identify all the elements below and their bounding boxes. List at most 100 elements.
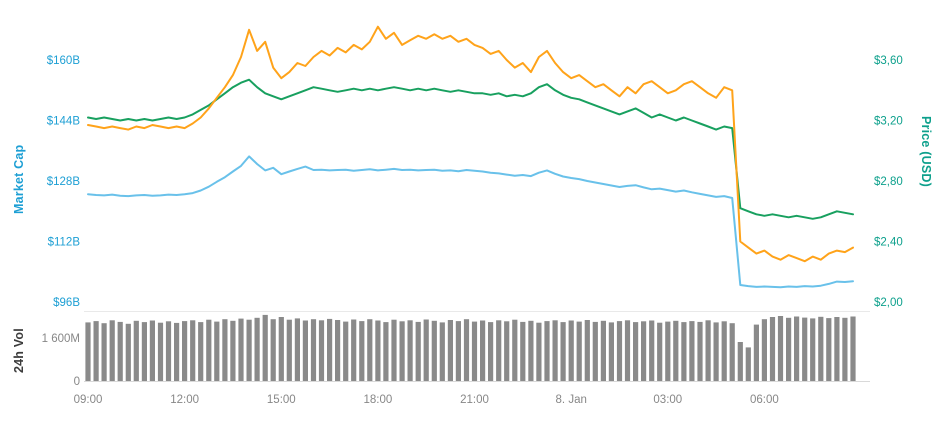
- volume-bar: [286, 319, 292, 381]
- volume-bar: [455, 321, 461, 381]
- volume-bar: [488, 322, 494, 381]
- volume-bar: [431, 320, 437, 381]
- left-axis-tick: $128B: [47, 176, 81, 188]
- volume-bar: [810, 318, 816, 381]
- volume-bar: [786, 317, 792, 381]
- volume-bar: [552, 320, 558, 381]
- volume-bar: [101, 323, 107, 381]
- volume-bar: [504, 321, 510, 381]
- volume-bar: [496, 320, 502, 381]
- x-axis-tick: 21:00: [460, 394, 489, 406]
- volume-bar: [230, 320, 236, 381]
- volume-bar: [649, 320, 655, 381]
- left-axis-tick: $160B: [47, 55, 81, 67]
- volume-bar: [423, 319, 429, 381]
- volume-bar: [737, 342, 743, 381]
- volume-bar: [584, 320, 590, 381]
- volume-bar: [633, 322, 639, 381]
- volume-bar: [375, 320, 381, 381]
- volume-bar: [480, 320, 486, 381]
- volume-bar: [109, 320, 115, 381]
- x-axis-tick: 18:00: [364, 394, 393, 406]
- volume-bar: [721, 321, 727, 381]
- volume-bar: [697, 321, 703, 381]
- volume-bar: [777, 316, 784, 381]
- volume-bar: [415, 321, 421, 381]
- volume-bar: [359, 321, 365, 381]
- volume-bar: [310, 319, 317, 381]
- volume-bar: [713, 322, 719, 381]
- volume-bar: [133, 320, 139, 381]
- volume-bar: [214, 321, 220, 381]
- volume-bar: [206, 319, 212, 381]
- volume-bar: [198, 322, 204, 381]
- volume-axis-tick: 0: [74, 376, 80, 388]
- volume-bar: [238, 318, 244, 381]
- market-cap-line[interactable]: [87, 155, 854, 289]
- volume-bar: [665, 321, 671, 381]
- volume-bar: [391, 319, 397, 381]
- volume-bar: [624, 320, 631, 381]
- volume-bar: [794, 316, 800, 381]
- volume-bar: [681, 322, 687, 381]
- volume-bar: [536, 322, 542, 381]
- volume-bar: [544, 321, 550, 381]
- x-axis-tick: 06:00: [750, 394, 779, 406]
- volume-bar: [262, 314, 268, 381]
- volume-bar: [165, 321, 172, 381]
- volume-bar: [93, 321, 99, 381]
- volume-bar: [351, 319, 357, 381]
- x-axis-tick: 12:00: [170, 394, 199, 406]
- volume-bar: [705, 320, 711, 381]
- volume-bar: [753, 324, 759, 381]
- volume-bar: [335, 320, 341, 381]
- volume-bar: [576, 321, 582, 381]
- volume-bar: [294, 318, 300, 381]
- volume-bar: [641, 321, 647, 381]
- volume-bar: [327, 318, 333, 381]
- volume-bar: [818, 316, 824, 381]
- volume-bar: [826, 318, 832, 381]
- volume-bar: [802, 317, 808, 381]
- volume-bar: [600, 320, 606, 381]
- volume-bar: [560, 322, 566, 381]
- volume-bar: [125, 323, 131, 381]
- volume-bar: [149, 320, 155, 381]
- volume-bar: [842, 317, 848, 381]
- volume-bar: [141, 322, 147, 381]
- right-axis-tick: $2,80: [874, 176, 903, 188]
- volume-bar: [592, 321, 598, 381]
- volume-bar: [302, 320, 308, 381]
- right-axis-tick: $3,60: [874, 55, 903, 67]
- left-axis-tick: $96B: [53, 297, 80, 309]
- volume-bar: [834, 317, 840, 381]
- volume-bar: [439, 322, 445, 381]
- volume-bar: [616, 321, 623, 381]
- volume-bar: [254, 317, 260, 381]
- volume-bar: [157, 322, 164, 381]
- price-usd-line[interactable]: [87, 25, 854, 263]
- volume-bar: [278, 317, 284, 381]
- volume-bar: [850, 316, 856, 381]
- volume-bar: [174, 322, 180, 381]
- volume-bar: [190, 320, 196, 381]
- volume-bar: [182, 321, 188, 381]
- volume-bar: [608, 322, 614, 381]
- volume-bar: [769, 317, 776, 381]
- volume-bar: [447, 320, 453, 381]
- volume-bar: [343, 321, 349, 381]
- volume-bar: [399, 321, 405, 381]
- volume-bar: [673, 320, 679, 381]
- volume-bar: [270, 319, 276, 381]
- volume-bar: [383, 322, 389, 381]
- x-axis-tick: 03:00: [653, 394, 682, 406]
- left-axis-tick: $112B: [48, 237, 81, 249]
- volume-bar: [407, 320, 413, 381]
- volume-bar: [689, 321, 695, 381]
- volume-bar: [512, 319, 518, 381]
- volume-bar: [520, 321, 526, 381]
- x-axis-tick: 15:00: [267, 394, 296, 406]
- right-axis-tick: $2,40: [874, 237, 903, 249]
